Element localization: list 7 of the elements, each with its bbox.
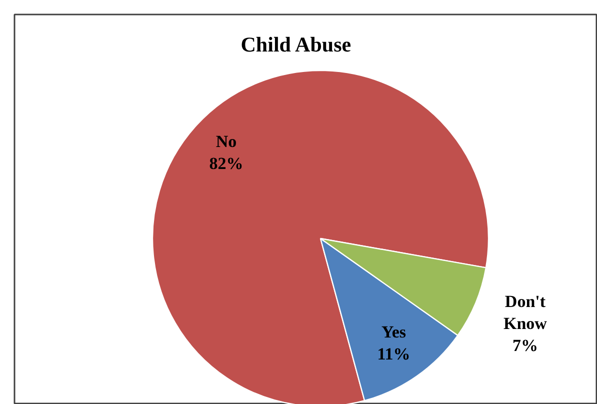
data-label: 82% [209, 154, 244, 173]
slice-label: Don't Know [504, 292, 548, 334]
data-label: 7% [512, 336, 538, 356]
slice-label: Yes [381, 322, 406, 342]
data-label: 11% [377, 344, 410, 364]
chart-title: Child Abuse [240, 32, 352, 56]
slice-label: No [216, 132, 237, 151]
